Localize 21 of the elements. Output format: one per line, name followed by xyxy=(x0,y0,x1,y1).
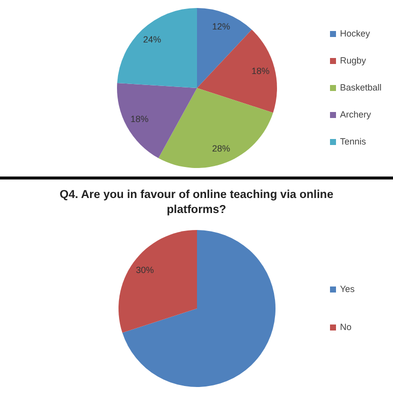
legend-label: Hockey xyxy=(340,28,371,38)
pie-slice xyxy=(122,230,276,387)
data-label: 18% xyxy=(252,66,270,76)
chart-title: Q4. Are you in favour of online teaching via online platforms? xyxy=(60,189,334,216)
data-label: 28% xyxy=(212,143,230,154)
legend-label: Archery xyxy=(340,109,372,120)
legend-label: Basketball xyxy=(340,82,382,92)
data-label: 24% xyxy=(143,34,162,45)
pie-slice xyxy=(117,8,197,88)
pie-slice xyxy=(118,230,197,333)
legend-label: Rugby xyxy=(340,55,367,66)
pie-slice xyxy=(158,88,274,168)
legend-label: Yes xyxy=(340,284,356,294)
pie-slice xyxy=(197,8,252,88)
pie-slice xyxy=(117,82,197,158)
legend-label: No xyxy=(340,322,352,332)
pie-slice xyxy=(197,30,277,113)
data-label: 18% xyxy=(130,114,149,124)
data-label: 30% xyxy=(136,265,154,276)
legend-label: Tennis xyxy=(340,136,367,146)
data-label: 12% xyxy=(212,21,230,32)
